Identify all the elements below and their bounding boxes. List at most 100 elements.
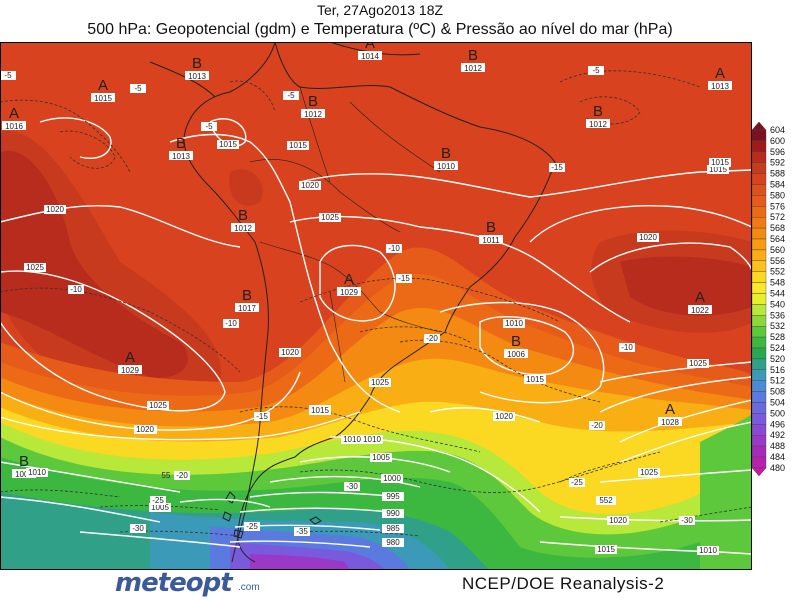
temperature-label: -5	[0, 71, 16, 80]
isobar-label: 1020	[299, 181, 321, 190]
svg-text:1025: 1025	[371, 378, 389, 387]
temperature-label: -10	[619, 343, 635, 352]
colorbar-label: 520	[770, 354, 785, 364]
svg-text:1015: 1015	[94, 94, 112, 103]
meteopt-logo-suffix: .com	[238, 582, 260, 593]
svg-text:1025: 1025	[321, 213, 339, 222]
svg-text:1015: 1015	[289, 141, 307, 150]
colorbar-swatch	[752, 216, 767, 229]
colorbar-swatch	[752, 347, 767, 360]
colorbar-swatch	[752, 129, 767, 142]
isobar-label: 1025	[147, 401, 169, 410]
temperature-label: -15	[254, 412, 270, 421]
colorbar-label: 596	[770, 147, 785, 157]
colorbar-swatch	[752, 435, 767, 447]
svg-text:B: B	[593, 103, 603, 120]
svg-text:1012: 1012	[234, 224, 252, 233]
svg-text:1010: 1010	[505, 319, 523, 328]
svg-text:1029: 1029	[340, 288, 358, 297]
chart-date: Ter, 27Ago2013 18Z	[316, 2, 444, 18]
svg-text:1017: 1017	[238, 304, 256, 313]
colorbar-swatch	[752, 445, 767, 458]
svg-text:-25: -25	[571, 478, 583, 487]
colorbar-swatch	[752, 336, 767, 349]
svg-text:1012: 1012	[304, 110, 322, 119]
isobar-label: 980	[382, 538, 404, 547]
temperature-label: -5	[283, 91, 299, 100]
svg-text:1010: 1010	[437, 162, 455, 171]
isobar-label: 1005	[149, 503, 171, 512]
colorbar-swatch	[752, 358, 767, 370]
colorbar-label: 600	[770, 136, 785, 146]
temperature-label: -30	[679, 516, 695, 525]
isobar-label: 1010	[503, 319, 525, 328]
svg-text:B: B	[242, 287, 252, 304]
svg-text:-5: -5	[592, 66, 600, 75]
svg-text:B: B	[486, 219, 496, 236]
colorbar-swatch	[752, 271, 767, 283]
colorbar-label: 512	[770, 376, 785, 386]
isobar-label: 1020	[637, 233, 659, 242]
colorbar-label: 576	[770, 201, 785, 211]
colorbar-label: 584	[770, 180, 785, 190]
isobar-label: 990	[382, 509, 404, 518]
svg-text:1015: 1015	[597, 545, 615, 554]
colorbar-label: 488	[770, 441, 785, 451]
svg-text:995: 995	[386, 492, 400, 501]
svg-text:1012: 1012	[589, 120, 607, 129]
colorbar-top-arrow	[752, 122, 767, 131]
colorbar-labels: 6046005965925885845805765725685645605565…	[770, 125, 785, 473]
colorbar-swatch	[752, 391, 767, 403]
colorbar-label: 508	[770, 387, 785, 397]
isobar-label: 1025	[687, 359, 709, 368]
isobar-label: 1015	[595, 545, 617, 554]
isobar-label: 1025	[638, 468, 660, 477]
svg-text:1025: 1025	[689, 359, 707, 368]
svg-text:-10: -10	[388, 244, 400, 253]
svg-text:1015: 1015	[709, 165, 727, 174]
svg-text:B: B	[238, 207, 248, 224]
colorbar-label: 540	[770, 299, 785, 309]
colorbar: 6046005965925885845805765725685645605565…	[752, 122, 785, 477]
svg-text:980: 980	[386, 538, 400, 547]
colorbar-swatch	[752, 315, 767, 327]
svg-text:1010: 1010	[363, 435, 381, 444]
isobar-label: 1015	[524, 375, 546, 384]
colorbar-bottom-arrow	[752, 467, 767, 477]
isobar-label: 1005	[370, 453, 392, 462]
temperature-label: -5	[201, 122, 217, 131]
temperature-labels: -5 -5 -5 -5 -5 -10 -10 -10 -15 -15 -20 -…	[0, 66, 695, 536]
height-label: 552	[596, 496, 616, 505]
svg-text:1010: 1010	[28, 468, 46, 477]
colorbar-label: 588	[770, 169, 785, 179]
temperature-label: -10	[68, 285, 84, 294]
svg-text:-5: -5	[205, 122, 213, 131]
svg-text:1025: 1025	[26, 263, 44, 272]
height-labels: 55 552	[162, 471, 616, 505]
svg-text:-20: -20	[176, 471, 188, 480]
svg-text:A: A	[9, 105, 19, 122]
temperature-label: -25	[150, 496, 166, 505]
svg-text:-15: -15	[551, 163, 563, 172]
isobar-label: 995	[382, 492, 404, 501]
svg-text:55: 55	[162, 471, 171, 480]
svg-text:1013: 1013	[711, 82, 729, 91]
svg-text:1013: 1013	[188, 72, 206, 81]
svg-text:1015: 1015	[219, 140, 237, 149]
isobar-label: 1025	[369, 378, 391, 387]
svg-text:-5: -5	[287, 91, 295, 100]
isobar-label: 1020	[134, 425, 156, 434]
colorbar-swatch	[752, 140, 767, 152]
colorbar-swatch	[752, 173, 767, 185]
isobar-label: 1020	[493, 412, 515, 421]
